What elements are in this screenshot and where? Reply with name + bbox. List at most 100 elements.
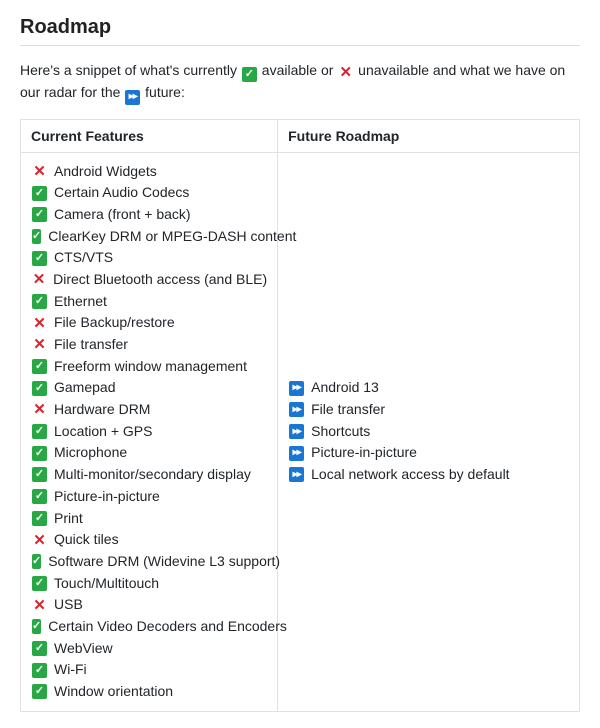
- check-icon: ✓: [32, 641, 47, 656]
- cross-icon: ✕: [32, 402, 47, 417]
- list-item: ✕ File Backup/restore: [31, 312, 267, 334]
- list-item: ✓ Microphone: [31, 442, 267, 464]
- check-icon: ✓: [32, 424, 47, 439]
- check-icon: ✓: [32, 554, 41, 569]
- check-icon: ✓: [32, 511, 47, 526]
- check-icon: ✓: [32, 684, 47, 699]
- feature-label: USB: [54, 594, 83, 616]
- check-icon: ✓: [32, 619, 41, 634]
- list-item: ✓ClearKey DRM or MPEG-DASH content: [31, 226, 267, 248]
- check-icon: ✓: [242, 67, 257, 82]
- intro-or: or: [321, 62, 337, 78]
- check-icon: ✓: [32, 663, 47, 678]
- list-item: ▸▸ Android 13: [288, 377, 569, 399]
- future-icon: ▸▸: [125, 90, 140, 105]
- feature-label: Picture-in-picture: [311, 442, 417, 464]
- list-item: ✕ File transfer: [31, 334, 267, 356]
- cross-icon: ✕: [338, 65, 353, 80]
- future-icon: ▸▸: [289, 467, 304, 482]
- intro-text: Here's a snippet of what's currently ✓ a…: [20, 60, 580, 105]
- feature-label: Quick tiles: [54, 529, 119, 551]
- feature-label: Gamepad: [54, 377, 115, 399]
- feature-label: Location + GPS: [54, 421, 152, 443]
- list-item: ▸▸File transfer: [288, 399, 569, 421]
- check-icon: ✓: [32, 381, 47, 396]
- feature-label: Direct Bluetooth access (and BLE): [53, 269, 267, 291]
- list-item: ▸▸Shortcuts: [288, 421, 569, 443]
- list-item: ✓ CTS/VTS: [31, 247, 267, 269]
- feature-label: Software DRM (Widevine L3 support): [48, 551, 280, 573]
- cross-icon: ✕: [32, 272, 46, 287]
- feature-label: ClearKey DRM or MPEG-DASH content: [48, 226, 296, 248]
- check-icon: ✓: [32, 251, 47, 266]
- list-item: ✓ Picture-in-picture: [31, 486, 267, 508]
- feature-label: Microphone: [54, 442, 127, 464]
- feature-label: Picture-in-picture: [54, 486, 160, 508]
- intro-part1: Here's a snippet of what's currently: [20, 62, 241, 78]
- divider: [20, 45, 580, 46]
- list-item: ✓ Window orientation: [31, 681, 267, 703]
- feature-label: Freeform window management: [54, 356, 247, 378]
- list-item: ✓Certain Video Decoders and Encoders: [31, 616, 267, 638]
- cell-future-roadmap: ▸▸Android 13▸▸File transfer▸▸Shortcuts▸▸…: [278, 152, 580, 711]
- check-icon: ✓: [32, 186, 47, 201]
- list-item: ▸▸ Local network access by default: [288, 464, 569, 486]
- check-icon: ✓: [32, 576, 47, 591]
- intro-available: available: [262, 62, 317, 78]
- feature-label: Multi-monitor/secondary display: [54, 464, 251, 486]
- page-title: Roadmap: [20, 16, 580, 39]
- list-item: ✕ USB: [31, 594, 267, 616]
- check-icon: ✓: [32, 294, 47, 309]
- list-item: ✓ Ethernet: [31, 291, 267, 313]
- check-icon: ✓: [32, 467, 47, 482]
- cross-icon: ✕: [32, 164, 47, 179]
- list-item: ✓ Print: [31, 508, 267, 530]
- cross-icon: ✕: [32, 337, 47, 352]
- future-icon: ▸▸: [289, 381, 304, 396]
- list-item: ✓ Wi-Fi: [31, 659, 267, 681]
- list-item: ✓ Certain Audio Codecs: [31, 182, 267, 204]
- list-item: ✓ Camera (front + back): [31, 204, 267, 226]
- cross-icon: ✕: [32, 316, 47, 331]
- list-item: ✕Hardware DRM: [31, 399, 267, 421]
- feature-label: CTS/VTS: [54, 247, 113, 269]
- feature-label: Certain Audio Codecs: [54, 182, 189, 204]
- header-current: Current Features: [21, 119, 278, 152]
- check-icon: ✓: [32, 359, 47, 374]
- intro-future: future:: [145, 84, 185, 100]
- cross-icon: ✕: [32, 533, 47, 548]
- check-icon: ✓: [32, 446, 47, 461]
- cell-current-features: ✕ Android Widgets ✓ Certain Audio Codecs ✓ Ca…: [21, 152, 278, 711]
- feature-label: Window orientation: [54, 681, 173, 703]
- list-item: ✕ Direct Bluetooth access (and BLE): [31, 269, 267, 291]
- feature-label: Print: [54, 508, 83, 530]
- list-item: ✓ Gamepad: [31, 377, 267, 399]
- feature-label: Certain Video Decoders and Encoders: [48, 616, 287, 638]
- feature-label: Ethernet: [54, 291, 107, 313]
- cross-icon: ✕: [32, 598, 47, 613]
- list-item: ▸▸ Picture-in-picture: [288, 442, 569, 464]
- list-item: ✕ Quick tiles: [31, 529, 267, 551]
- feature-label: File Backup/restore: [54, 312, 175, 334]
- feature-label: File transfer: [54, 334, 128, 356]
- list-item: ✓ Multi-monitor/secondary display: [31, 464, 267, 486]
- feature-label: Android 13: [311, 377, 379, 399]
- feature-label: Wi-Fi: [54, 659, 87, 681]
- feature-label: Touch/Multitouch: [54, 573, 159, 595]
- feature-label: Android Widgets: [54, 161, 157, 183]
- list-item: ✓ Freeform window management: [31, 356, 267, 378]
- list-item: ✓Software DRM (Widevine L3 support): [31, 551, 267, 573]
- list-item: ✕ Android Widgets: [31, 161, 267, 183]
- feature-label: Local network access by default: [311, 464, 509, 486]
- check-icon: ✓: [32, 489, 47, 504]
- check-icon: ✓: [32, 207, 47, 222]
- future-icon: ▸▸: [289, 446, 304, 461]
- feature-label: Camera (front + back): [54, 204, 191, 226]
- header-future: Future Roadmap: [278, 119, 580, 152]
- future-icon: ▸▸: [289, 424, 304, 439]
- intro-unavailable: unavailable: [358, 62, 429, 78]
- check-icon: ✓: [32, 229, 41, 244]
- roadmap-table: Current Features Future Roadmap ✕ Android…: [20, 119, 580, 712]
- list-item: ✓ Location + GPS: [31, 421, 267, 443]
- future-icon: ▸▸: [289, 402, 304, 417]
